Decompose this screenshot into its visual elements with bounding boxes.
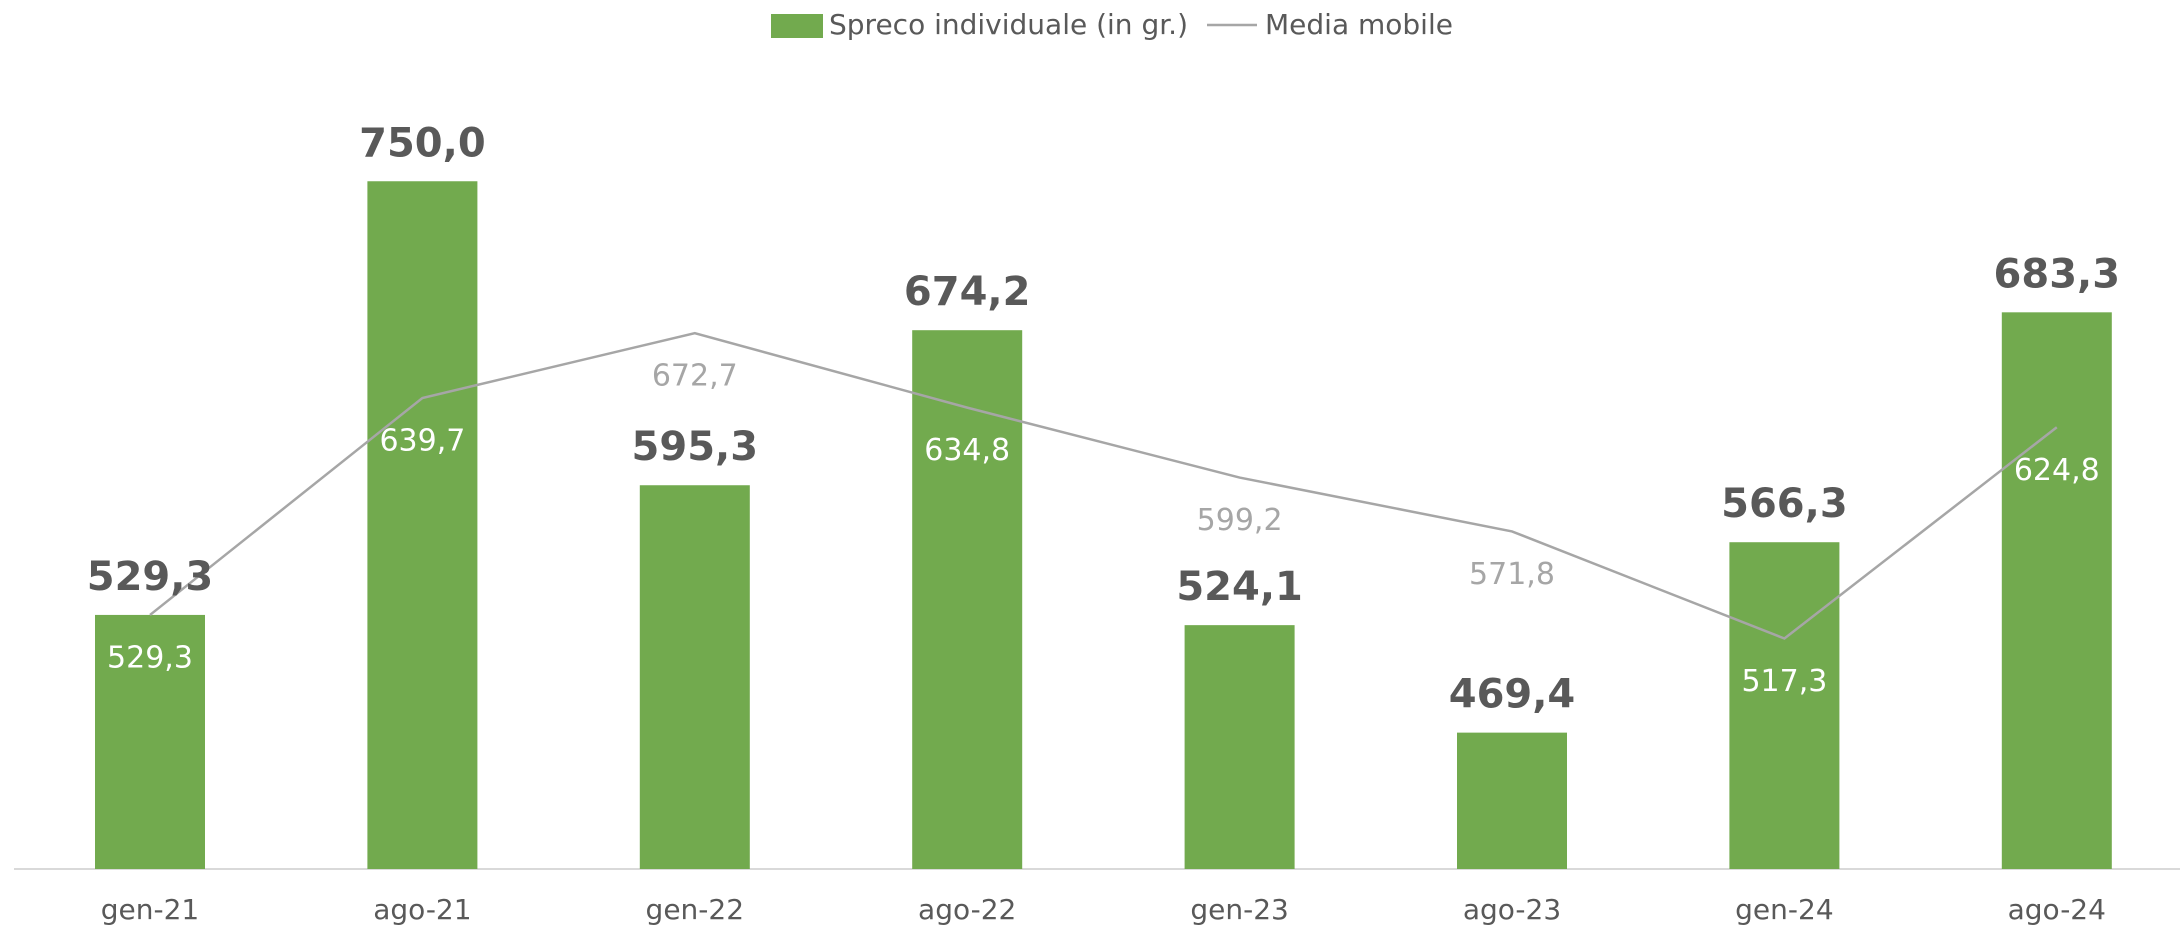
x-tick-label: ago-24 <box>2008 893 2106 926</box>
line-value-label: 672,7 <box>652 359 738 394</box>
bar-value-label: 566,3 <box>1721 481 1848 527</box>
bar <box>912 330 1023 869</box>
bar <box>367 181 478 869</box>
bar-value-label: 683,3 <box>1994 251 2121 297</box>
x-tick-label: gen-21 <box>101 893 199 926</box>
line-value-label: 624,8 <box>2014 453 2100 488</box>
x-tick-label: gen-23 <box>1190 893 1288 926</box>
line-value-label: 599,2 <box>1197 503 1283 538</box>
x-tick-label: gen-24 <box>1735 893 1833 926</box>
bar <box>1457 732 1567 869</box>
bar <box>2001 312 2112 869</box>
legend-label: Spreco individuale (in gr.) <box>829 8 1188 41</box>
line-value-label: 634,8 <box>924 433 1010 468</box>
bar <box>1729 542 1840 869</box>
bar-value-label: 674,2 <box>904 269 1031 315</box>
line-value-label: 529,3 <box>107 640 193 675</box>
legend-swatch <box>771 14 823 38</box>
legend-label: Media mobile <box>1265 8 1453 41</box>
line-value-label: 517,3 <box>1741 664 1827 699</box>
bar <box>639 485 750 869</box>
line-value-label: 639,7 <box>379 423 465 458</box>
bar-value-label: 529,3 <box>87 554 214 600</box>
bar <box>95 614 205 869</box>
bar-value-label: 469,4 <box>1449 672 1576 718</box>
x-tick-label: ago-23 <box>1463 893 1561 926</box>
x-tick-label: ago-21 <box>373 893 471 926</box>
bar-value-label: 524,1 <box>1176 564 1303 610</box>
x-tick-label: ago-22 <box>918 893 1016 926</box>
x-tick-label: gen-22 <box>646 893 744 926</box>
bar <box>1184 625 1295 869</box>
line <box>149 331 2058 640</box>
bar-value-label: 595,3 <box>632 424 759 470</box>
bar-value-label: 750,0 <box>359 120 486 166</box>
line-value-label: 571,8 <box>1469 557 1555 592</box>
